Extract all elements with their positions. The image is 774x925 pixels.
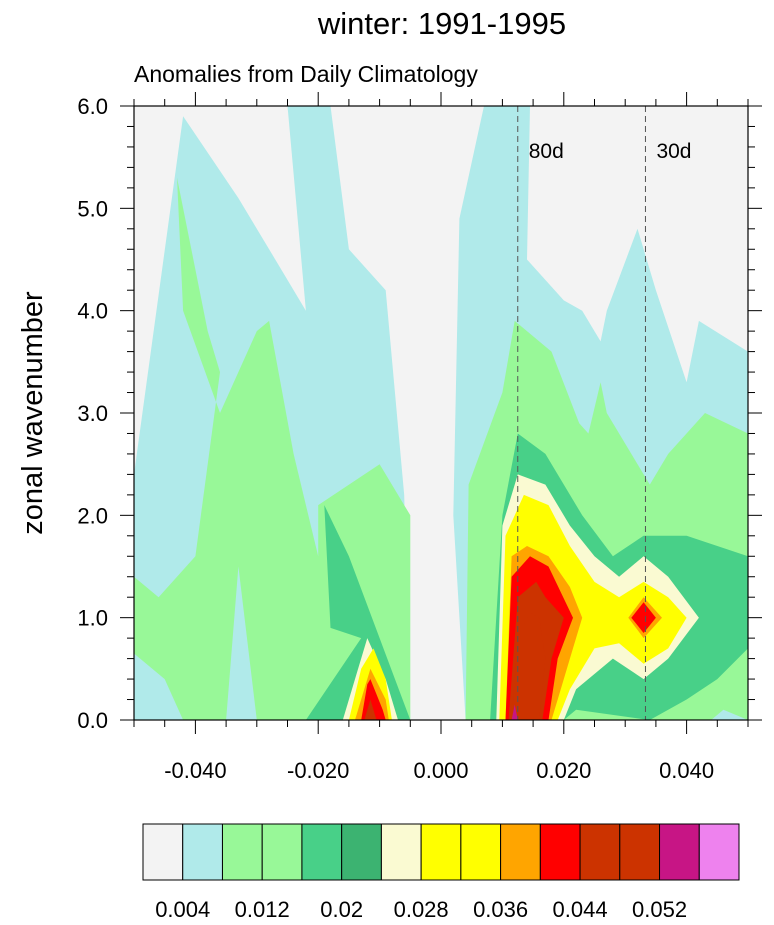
y-tick-label: 1.0 (77, 606, 108, 631)
colorbar-swatch (619, 823, 661, 881)
contour-region-level-12 (511, 612, 546, 720)
y-axis-label: zonal wavenumber (17, 291, 49, 535)
colorbar-swatch (221, 823, 263, 881)
x-tick-label: -0.040 (164, 758, 226, 783)
x-tick-label: -0.020 (287, 758, 349, 783)
reference-lines: 80d 30d (517, 106, 692, 720)
contour-region-level-4 (305, 505, 411, 720)
colorbar-swatch (182, 823, 223, 881)
x-tick-label: 0.040 (659, 758, 714, 783)
y-tick-label: 6.0 (77, 94, 108, 119)
y-tick-label: 5.0 (77, 196, 108, 221)
colorbar-swatch (301, 823, 343, 881)
colorbar-swatch (261, 823, 303, 881)
colorbar-swatch (380, 823, 422, 881)
colorbar-label: 0.036 (473, 897, 528, 922)
colorbar-swatch (460, 823, 502, 881)
plot-area: 80d 30d -0.040 -0.020 0.000 0.020 0.040 0.0 1.0… (77, 92, 762, 783)
colorbar-swatch (659, 823, 700, 881)
reference-label-30d: 30d (656, 140, 691, 163)
colorbar-label: 0.012 (235, 897, 290, 922)
contour-region-level-13 (511, 704, 518, 720)
axis-ticks: -0.040 -0.020 0.000 0.020 0.040 0.0 1.0 2.0 3.0 4… (77, 92, 762, 783)
y-tick-label: 0.0 (77, 708, 108, 733)
colorbar-swatch (539, 823, 581, 881)
colorbar-swatch (500, 823, 541, 881)
contour-region-level-10 (361, 679, 386, 720)
colorbar-swatch (341, 823, 382, 881)
contour-region-level-10 (631, 602, 656, 633)
reference-label-80d: 80d (529, 140, 564, 163)
colorbar-swatch (698, 823, 740, 881)
chart-subtitle: Anomalies from Daily Climatology (134, 61, 478, 87)
colorbar-swatch (420, 823, 462, 881)
colorbar-swatch (142, 823, 184, 881)
colorbar-label: 0.02 (320, 897, 363, 922)
contour-fills (134, 106, 748, 720)
colorbar: 0.004 0.012 0.02 0.028 0.036 0.044 0.052 (142, 823, 740, 922)
colorbar-swatch (579, 823, 621, 881)
chart-title: winter: 1991-1995 (317, 6, 566, 41)
y-tick-label: 2.0 (77, 503, 108, 528)
colorbar-label: 0.044 (553, 897, 608, 922)
contour-region-level-12 (367, 707, 374, 720)
x-tick-label: 0.000 (413, 758, 468, 783)
colorbar-label: 0.052 (632, 897, 687, 922)
y-tick-label: 3.0 (77, 401, 108, 426)
colorbar-label: 0.028 (394, 897, 449, 922)
y-tick-label: 4.0 (77, 299, 108, 324)
colorbar-label: 0.004 (155, 897, 210, 922)
x-tick-label: 0.020 (536, 758, 591, 783)
